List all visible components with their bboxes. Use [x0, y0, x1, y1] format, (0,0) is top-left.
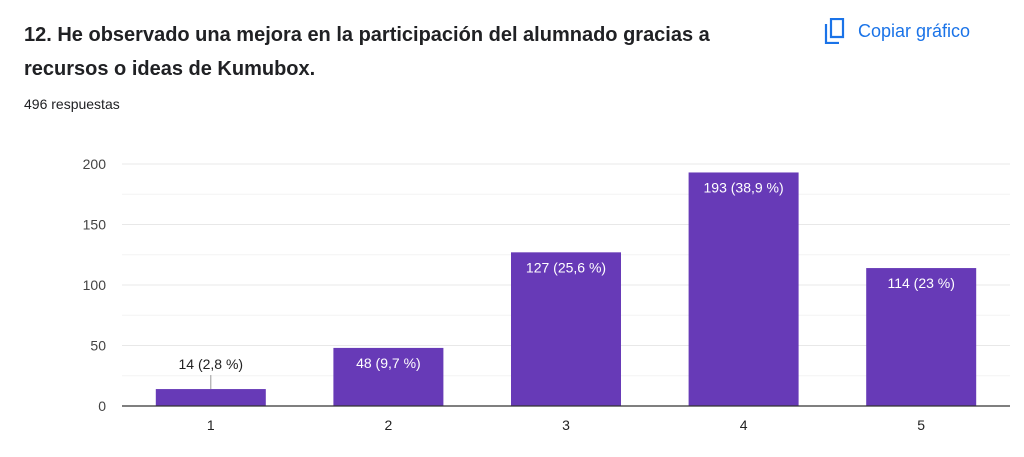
copy-chart-label: Copiar gráfico — [858, 20, 971, 41]
x-tick-label: 4 — [740, 417, 748, 433]
y-tick-label: 0 — [98, 398, 106, 414]
bar — [688, 172, 799, 406]
data-label: 114 (23 %) — [887, 275, 954, 291]
bar — [866, 268, 977, 406]
y-tick-label: 100 — [83, 277, 107, 293]
copy-icon — [824, 18, 845, 44]
data-label: 14 (2,8 %) — [179, 356, 244, 372]
x-tick-label: 3 — [562, 417, 570, 433]
copy-chart-button[interactable]: Copiar gráfico — [824, 18, 970, 44]
bar — [333, 347, 444, 406]
y-tick-label: 200 — [83, 156, 107, 172]
bar — [155, 389, 266, 406]
y-tick-label: 150 — [83, 217, 107, 233]
data-label: 127 (25,6 %) — [526, 259, 606, 275]
x-tick-label: 2 — [385, 417, 393, 433]
data-label: 48 (9,7 %) — [356, 355, 421, 371]
response-count: 496 respuestas — [24, 96, 120, 112]
y-tick-label: 50 — [90, 338, 106, 354]
bar — [511, 252, 621, 406]
x-tick-label: 5 — [917, 417, 925, 433]
question-title: 12. He observado una mejora en la partic… — [24, 24, 710, 80]
data-label: 193 (38,9 %) — [704, 179, 784, 195]
x-tick-label: 1 — [207, 417, 215, 433]
